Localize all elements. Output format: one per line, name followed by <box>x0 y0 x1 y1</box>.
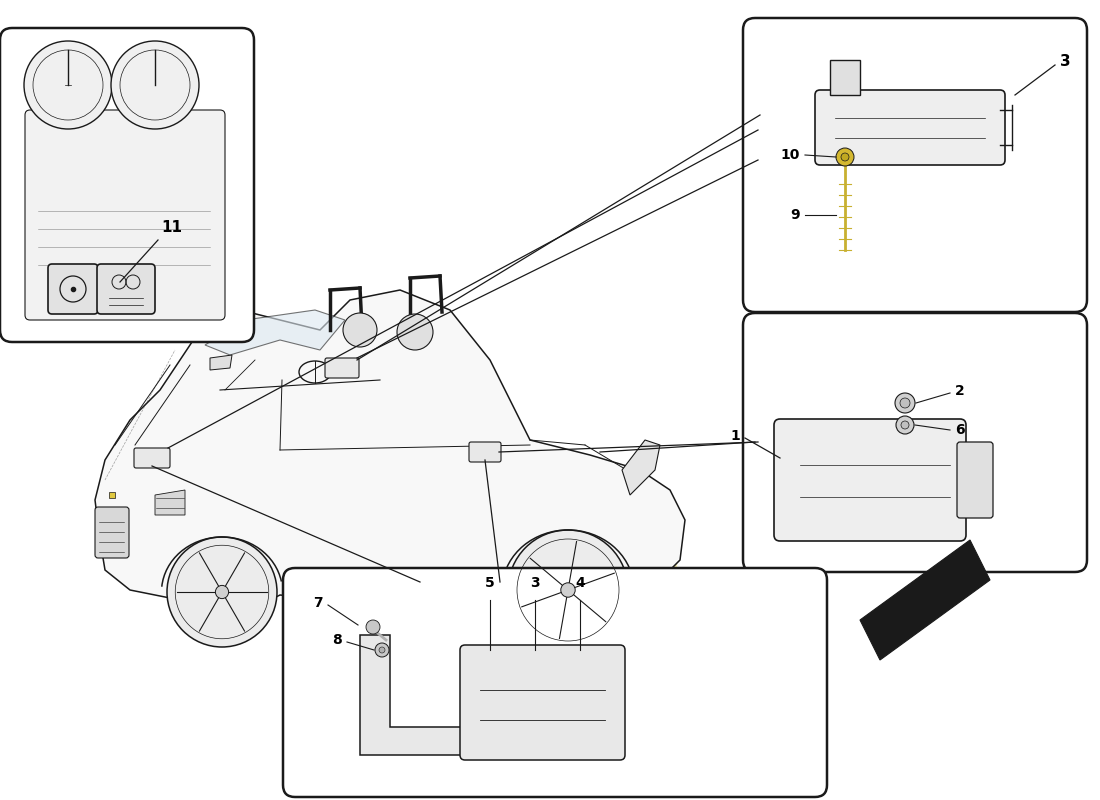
FancyBboxPatch shape <box>283 568 827 797</box>
Text: 11: 11 <box>162 221 183 235</box>
FancyBboxPatch shape <box>815 90 1005 165</box>
FancyBboxPatch shape <box>324 358 359 378</box>
Circle shape <box>397 314 433 350</box>
Circle shape <box>216 586 229 598</box>
Circle shape <box>508 530 628 650</box>
Text: a passion for parts since 1985: a passion for parts since 1985 <box>376 403 784 637</box>
FancyBboxPatch shape <box>48 264 98 314</box>
Text: S: S <box>750 159 930 401</box>
Text: 2: 2 <box>955 384 965 398</box>
FancyBboxPatch shape <box>957 442 993 518</box>
Circle shape <box>343 313 377 347</box>
Circle shape <box>900 398 910 408</box>
FancyBboxPatch shape <box>134 448 170 468</box>
Polygon shape <box>95 290 685 610</box>
Text: G: G <box>806 252 954 428</box>
Polygon shape <box>621 440 660 495</box>
Circle shape <box>561 582 575 597</box>
FancyBboxPatch shape <box>25 110 226 320</box>
FancyBboxPatch shape <box>774 419 966 541</box>
Text: 9: 9 <box>791 208 800 222</box>
Circle shape <box>842 153 849 161</box>
Polygon shape <box>830 60 860 95</box>
Polygon shape <box>860 540 990 660</box>
FancyBboxPatch shape <box>460 645 625 760</box>
Polygon shape <box>210 355 232 370</box>
Text: 7: 7 <box>314 596 323 610</box>
FancyBboxPatch shape <box>0 28 254 342</box>
Circle shape <box>895 393 915 413</box>
Circle shape <box>375 643 389 657</box>
Text: 1: 1 <box>730 429 740 443</box>
Text: 4: 4 <box>575 576 585 590</box>
FancyBboxPatch shape <box>469 442 500 462</box>
Circle shape <box>836 148 854 166</box>
FancyBboxPatch shape <box>742 18 1087 312</box>
Text: 10: 10 <box>781 148 800 162</box>
Text: 5: 5 <box>485 576 495 590</box>
FancyBboxPatch shape <box>742 313 1087 572</box>
Polygon shape <box>360 635 465 755</box>
Circle shape <box>896 416 914 434</box>
Polygon shape <box>155 490 185 515</box>
Circle shape <box>167 537 277 647</box>
Circle shape <box>901 421 909 429</box>
FancyBboxPatch shape <box>95 507 129 558</box>
Circle shape <box>111 41 199 129</box>
Text: 3: 3 <box>1060 54 1070 70</box>
FancyBboxPatch shape <box>97 264 155 314</box>
Polygon shape <box>205 310 345 355</box>
Circle shape <box>24 41 112 129</box>
Circle shape <box>366 620 379 634</box>
Text: 8: 8 <box>332 633 342 647</box>
Text: 3: 3 <box>530 576 540 590</box>
Circle shape <box>379 647 385 653</box>
Text: 6: 6 <box>955 423 965 437</box>
